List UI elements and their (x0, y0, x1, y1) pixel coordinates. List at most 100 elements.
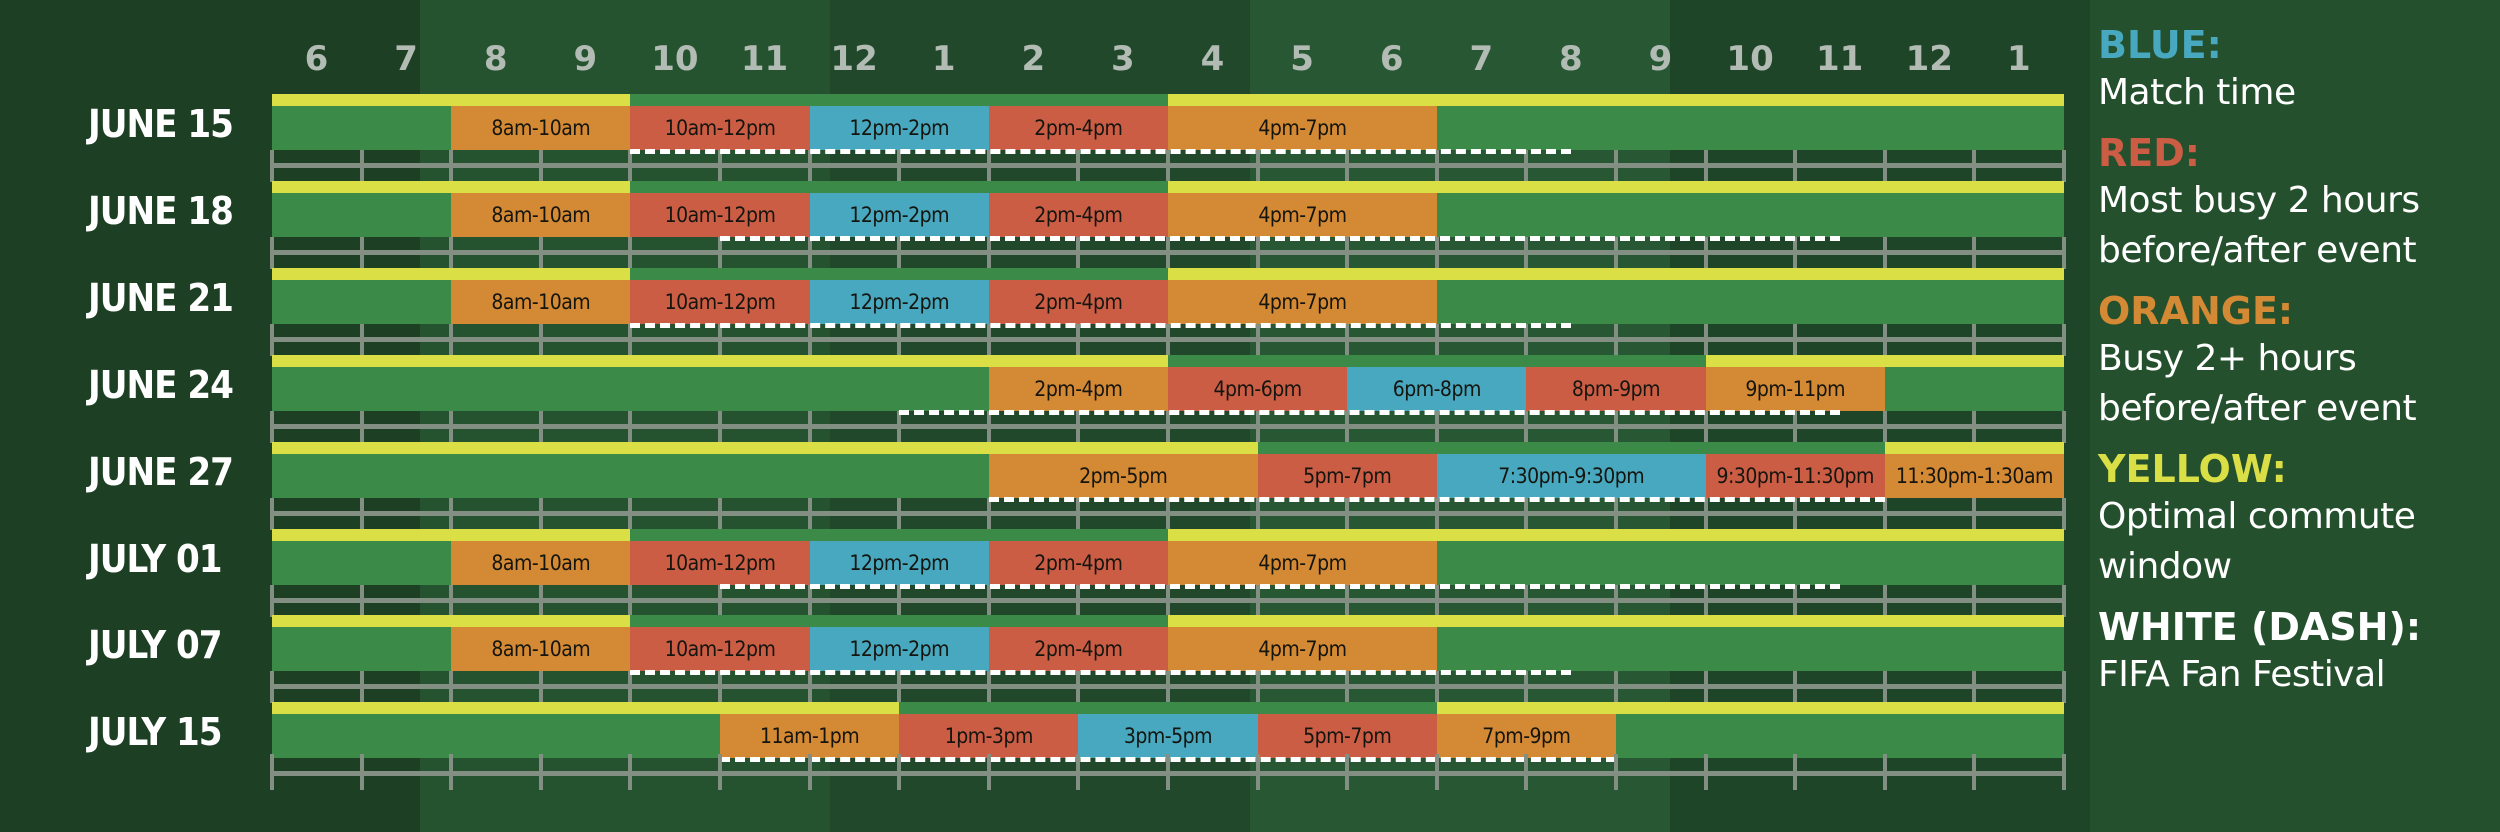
time-segment-blue: 6pm-8pm (1347, 366, 1527, 411)
schedule-row: 8am-10am 10am-12pm 12pm-2pm 2pm-4pm 4pm-7pm (270, 180, 2066, 269)
axis-tick (628, 754, 633, 768)
grid-line (359, 497, 364, 530)
grid-line (1166, 584, 1170, 617)
grid-line (628, 671, 633, 704)
hour-tick-label: 3 (1111, 39, 1135, 79)
fan-festival-dash (630, 322, 1572, 328)
grid-line (1882, 671, 1887, 704)
hour-tick-label: 6 (304, 39, 329, 79)
grid-line (1345, 236, 1350, 269)
grid-line (986, 758, 991, 791)
grid-line (270, 150, 274, 182)
grid-line (1434, 323, 1439, 356)
grid-line (538, 671, 543, 704)
grid-line (1524, 150, 1529, 182)
time-segment-blue: 12pm-2pm (809, 192, 989, 237)
grid-line (1793, 236, 1798, 269)
legend-title-white: WHITE (DASH): (2098, 605, 2422, 649)
grid-line (1166, 150, 1170, 182)
hour-tick-label: 10 (651, 39, 699, 79)
axis-tick (359, 754, 364, 768)
commute-window-bar (272, 267, 631, 280)
fan-festival-dash (988, 496, 1885, 502)
grid-line (2062, 323, 2066, 356)
schedule-row: 11am-1pm 1pm-3pm 3pm-5pm 5pm-7pm 7pm-9pm (270, 702, 2066, 791)
grid-line (718, 758, 722, 791)
grid-line (1793, 323, 1798, 356)
grid-line (1255, 323, 1260, 356)
time-segment-orange: 9pm-11pm (1705, 366, 1885, 411)
grid-line (1614, 497, 1618, 530)
legend-desc-yellow: Optimal commute window (2098, 492, 2498, 592)
grid-line (1255, 758, 1260, 791)
grid-line (1345, 758, 1350, 791)
grid-line (1524, 584, 1529, 617)
grid-line (1076, 497, 1081, 530)
grid-line (2062, 671, 2066, 704)
grid-line (359, 410, 364, 443)
grid-line (449, 150, 454, 182)
grid-line (1076, 150, 1081, 182)
hour-tick-label: 10 (1726, 39, 1774, 79)
date-label: JULY 01 (88, 536, 223, 581)
grid-line (270, 497, 274, 530)
grid-line (1703, 150, 1708, 182)
grid-line (449, 671, 454, 704)
axis-tick (1524, 754, 1529, 768)
grid-line (1166, 758, 1170, 791)
grid-line (1614, 236, 1618, 269)
grid-line (1614, 410, 1618, 443)
grid-line (270, 410, 274, 443)
time-segment-red: 2pm-4pm (988, 540, 1168, 585)
schedule-row: 2pm-4pm 4pm-6pm 6pm-8pm 8pm-9pm 9pm-11pm (270, 354, 2066, 443)
time-segment-red: 4pm-6pm (1168, 366, 1348, 411)
commute-window-bar (1168, 180, 2064, 193)
grid-line (897, 150, 902, 182)
grid-line (1255, 671, 1260, 704)
grid-line (1345, 671, 1350, 704)
grid-line (718, 671, 722, 704)
time-segment-red: 5pm-7pm (1257, 453, 1437, 498)
hour-tick-label: 9 (573, 39, 598, 79)
commute-window-bar (272, 180, 631, 193)
hour-tick-label: 7 (394, 39, 418, 79)
grid-line (628, 584, 633, 617)
grid-line (718, 236, 722, 269)
grid-line (718, 410, 722, 443)
axis-tick (449, 754, 454, 768)
grid-line (1614, 584, 1618, 617)
time-segment-red: 10am-12pm (630, 540, 810, 585)
commute-window-bar (272, 528, 631, 541)
legend-title-red: RED: (2098, 131, 2200, 175)
legend-title-blue: BLUE: (2098, 23, 2222, 67)
grid-line (628, 758, 633, 791)
grid-line (449, 497, 454, 530)
grid-line (449, 758, 454, 791)
commute-window-bar (272, 441, 1258, 454)
grid-line (1345, 410, 1350, 443)
commute-window-bar (1168, 615, 2064, 628)
fan-festival-dash (899, 409, 1840, 415)
commute-window-bar (272, 615, 631, 628)
fan-festival-dash (720, 583, 1840, 589)
axis-tick (1793, 754, 1798, 768)
time-segment-orange: 8am-10am (451, 106, 631, 150)
legend-desc-blue: Match time (2098, 68, 2498, 118)
grid-line (1882, 410, 1887, 443)
grid-line (628, 497, 633, 530)
grid-line (538, 584, 543, 617)
grid-line (1166, 410, 1170, 443)
grid-line (718, 584, 722, 617)
grid-line (1434, 236, 1439, 269)
grid-line (359, 758, 364, 791)
grid-line (628, 323, 633, 356)
grid-line (1524, 323, 1529, 356)
grid-line (1434, 150, 1439, 182)
grid-line (1882, 150, 1887, 182)
commute-window-bar (1884, 441, 2064, 454)
grid-line (1972, 671, 1977, 704)
grid-line (1166, 671, 1170, 704)
grid-line (986, 150, 991, 182)
grid-line (1703, 497, 1708, 530)
axis-tick (1255, 754, 1260, 768)
